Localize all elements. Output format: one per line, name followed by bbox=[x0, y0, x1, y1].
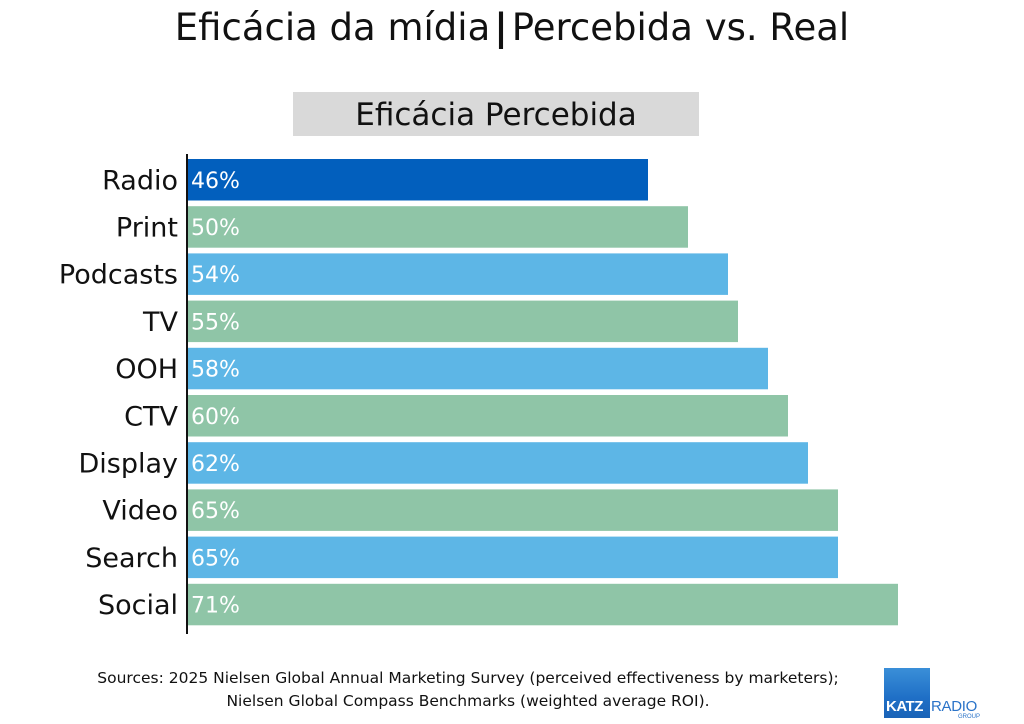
logo-katz-text: KATZ bbox=[886, 698, 923, 715]
value-label-social: 71% bbox=[191, 594, 240, 619]
bar-print bbox=[188, 206, 688, 248]
value-label-podcasts: 54% bbox=[191, 263, 240, 288]
title-right: Percebida vs. Real bbox=[511, 6, 850, 49]
category-label-tv: TV bbox=[142, 307, 178, 338]
bar-tv bbox=[188, 300, 738, 343]
bar-podcasts bbox=[188, 253, 728, 295]
category-label-search: Search bbox=[85, 543, 178, 574]
value-label-search: 65% bbox=[191, 546, 240, 571]
logo-radio-text: RADIO bbox=[931, 698, 978, 715]
category-label-podcasts: Podcasts bbox=[59, 260, 178, 291]
bar-radio bbox=[188, 159, 648, 201]
bar-search bbox=[188, 536, 838, 579]
category-label-radio: Radio bbox=[102, 165, 178, 196]
bar-ooh bbox=[188, 347, 768, 390]
title-left: Eficácia da mídia bbox=[174, 6, 491, 49]
category-label-video: Video bbox=[102, 496, 178, 527]
sources-note: Sources: 2025 Nielsen Global Annual Mark… bbox=[0, 667, 936, 713]
category-label-ooh: OOH bbox=[115, 354, 178, 385]
category-label-social: Social bbox=[98, 590, 178, 621]
category-label-display: Display bbox=[78, 449, 178, 480]
logo-group-text: GROUP bbox=[958, 714, 981, 720]
value-label-display: 62% bbox=[191, 452, 240, 477]
value-label-video: 65% bbox=[191, 499, 240, 524]
bar-video bbox=[188, 489, 838, 531]
katz-radio-logo: KATZ RADIO GROUP bbox=[884, 668, 994, 720]
value-label-ooh: 58% bbox=[191, 358, 240, 383]
value-label-radio: 46% bbox=[191, 169, 240, 194]
bar-social bbox=[188, 583, 898, 626]
chart-subtitle: Eficácia Percebida bbox=[293, 92, 699, 136]
logo-mark bbox=[884, 668, 930, 718]
value-label-ctv: 60% bbox=[191, 405, 240, 430]
bar-display bbox=[188, 442, 808, 484]
value-label-print: 50% bbox=[191, 216, 240, 241]
bar-ctv bbox=[188, 395, 788, 437]
sources-line-1: Sources: 2025 Nielsen Global Annual Mark… bbox=[97, 669, 839, 687]
category-label-ctv: CTV bbox=[124, 401, 178, 432]
bar-chart: Radio 46% Print 50% Podcasts 54% TV 55% OOH 58% CT… bbox=[59, 154, 898, 634]
title-separator: | bbox=[494, 6, 508, 49]
value-label-tv: 55% bbox=[191, 310, 240, 335]
category-label-print: Print bbox=[116, 212, 178, 243]
page-title: Eficácia da mídia | Percebida vs. Real bbox=[0, 6, 1024, 49]
sources-line-2: Nielsen Global Compass Benchmarks (weigh… bbox=[226, 692, 710, 710]
